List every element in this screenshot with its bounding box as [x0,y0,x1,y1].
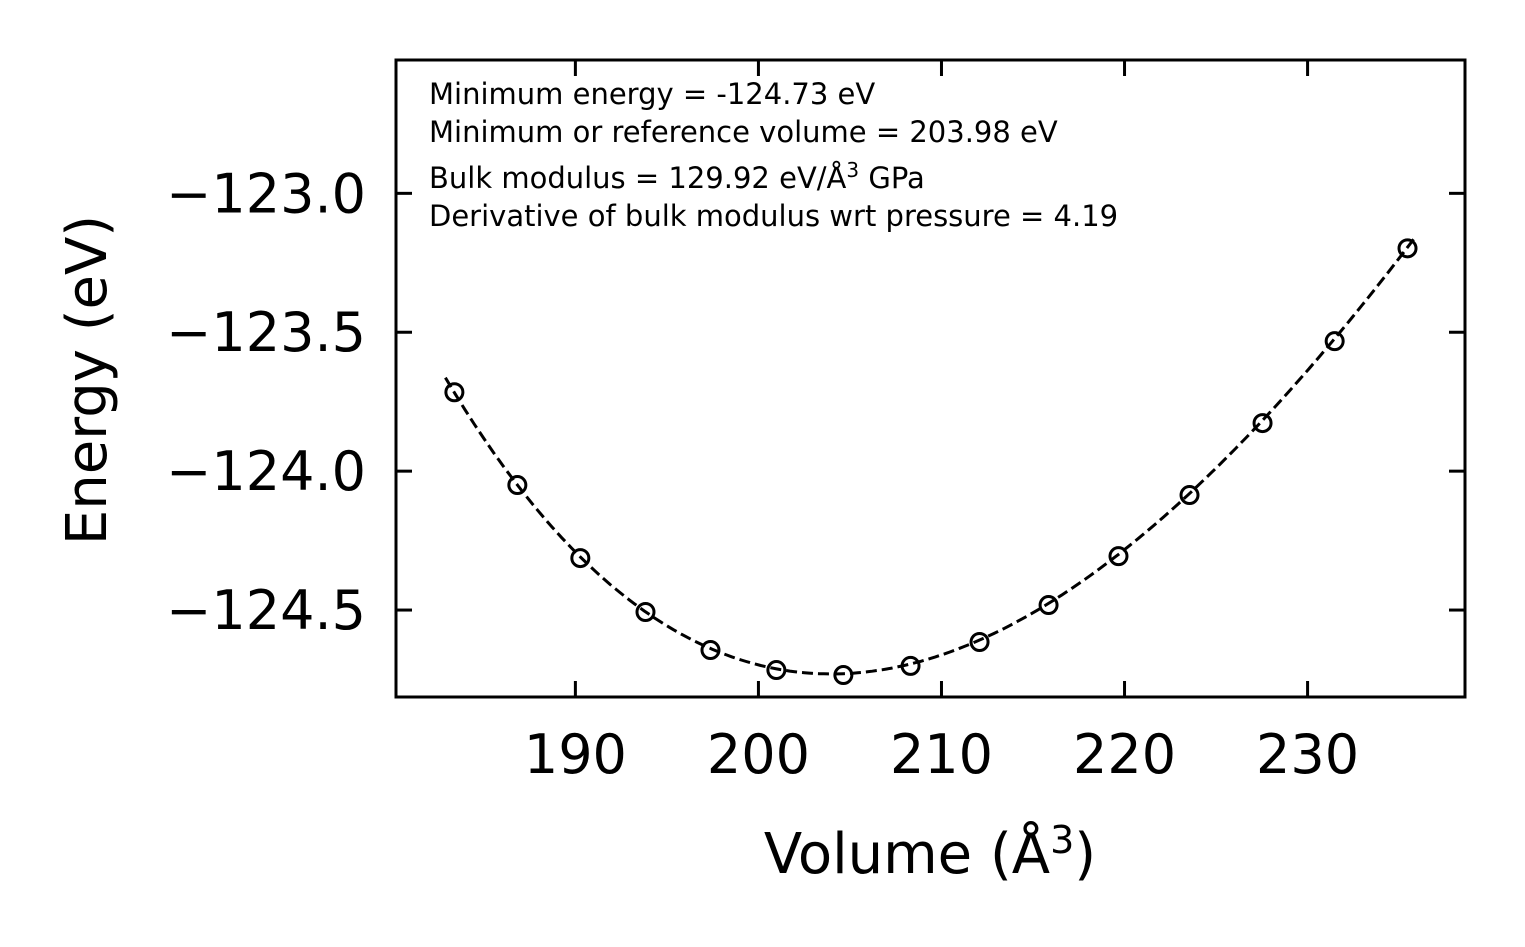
data-point [444,382,465,403]
x-axis-label-end: ) [1074,822,1096,887]
data-point [700,640,721,661]
data-point [1108,546,1129,567]
data-point [570,548,591,569]
data-point [969,631,990,652]
data-point [1038,595,1059,616]
annotation-bulk-derivative: Derivative of bulk modulus wrt pressure … [429,199,1118,233]
data-point [766,660,787,681]
x-tick-label: 200 [707,723,810,786]
data-point [1324,331,1345,352]
x-axis-label-text: Volume (Å [764,821,1050,887]
annotation-min-energy: Minimum energy = -124.73 eV [429,77,875,111]
data-point [635,601,656,622]
annotation-bulk-modulus: Bulk modulus = 129.92 eV/Å3 GPa [429,158,925,195]
x-tick-label: 220 [1073,723,1176,786]
x-axis-label: Volume (Å3) [764,818,1096,887]
y-tick-label: −124.5 [166,579,366,642]
plot-frame [394,58,1467,699]
y-tick-label: −123.5 [166,301,366,364]
data-point [1397,238,1418,259]
annotation-bulk-modulus-text: Bulk modulus = 129.92 eV/Å [429,161,847,195]
y-tick-label: −124.0 [166,440,366,503]
annotation-bulk-modulus-tail: GPa [859,161,925,195]
annotation-min-volume: Minimum or reference volume = 203.98 eV [429,115,1058,149]
y-tick-label: −123.0 [166,162,366,225]
y-axis-label: Energy (eV) [55,215,120,545]
data-point [507,475,528,496]
fit-curve [444,235,1417,676]
x-tick-label: 210 [890,723,993,786]
annotation-bulk-modulus-sup: 3 [846,158,859,182]
data-point [833,665,854,686]
data-point [900,655,921,676]
data-point [1252,413,1273,434]
x-tick-label: 190 [524,723,627,786]
x-axis-label-sup: 3 [1050,818,1074,862]
data-point [1179,485,1200,506]
x-tick-label: 230 [1256,723,1359,786]
